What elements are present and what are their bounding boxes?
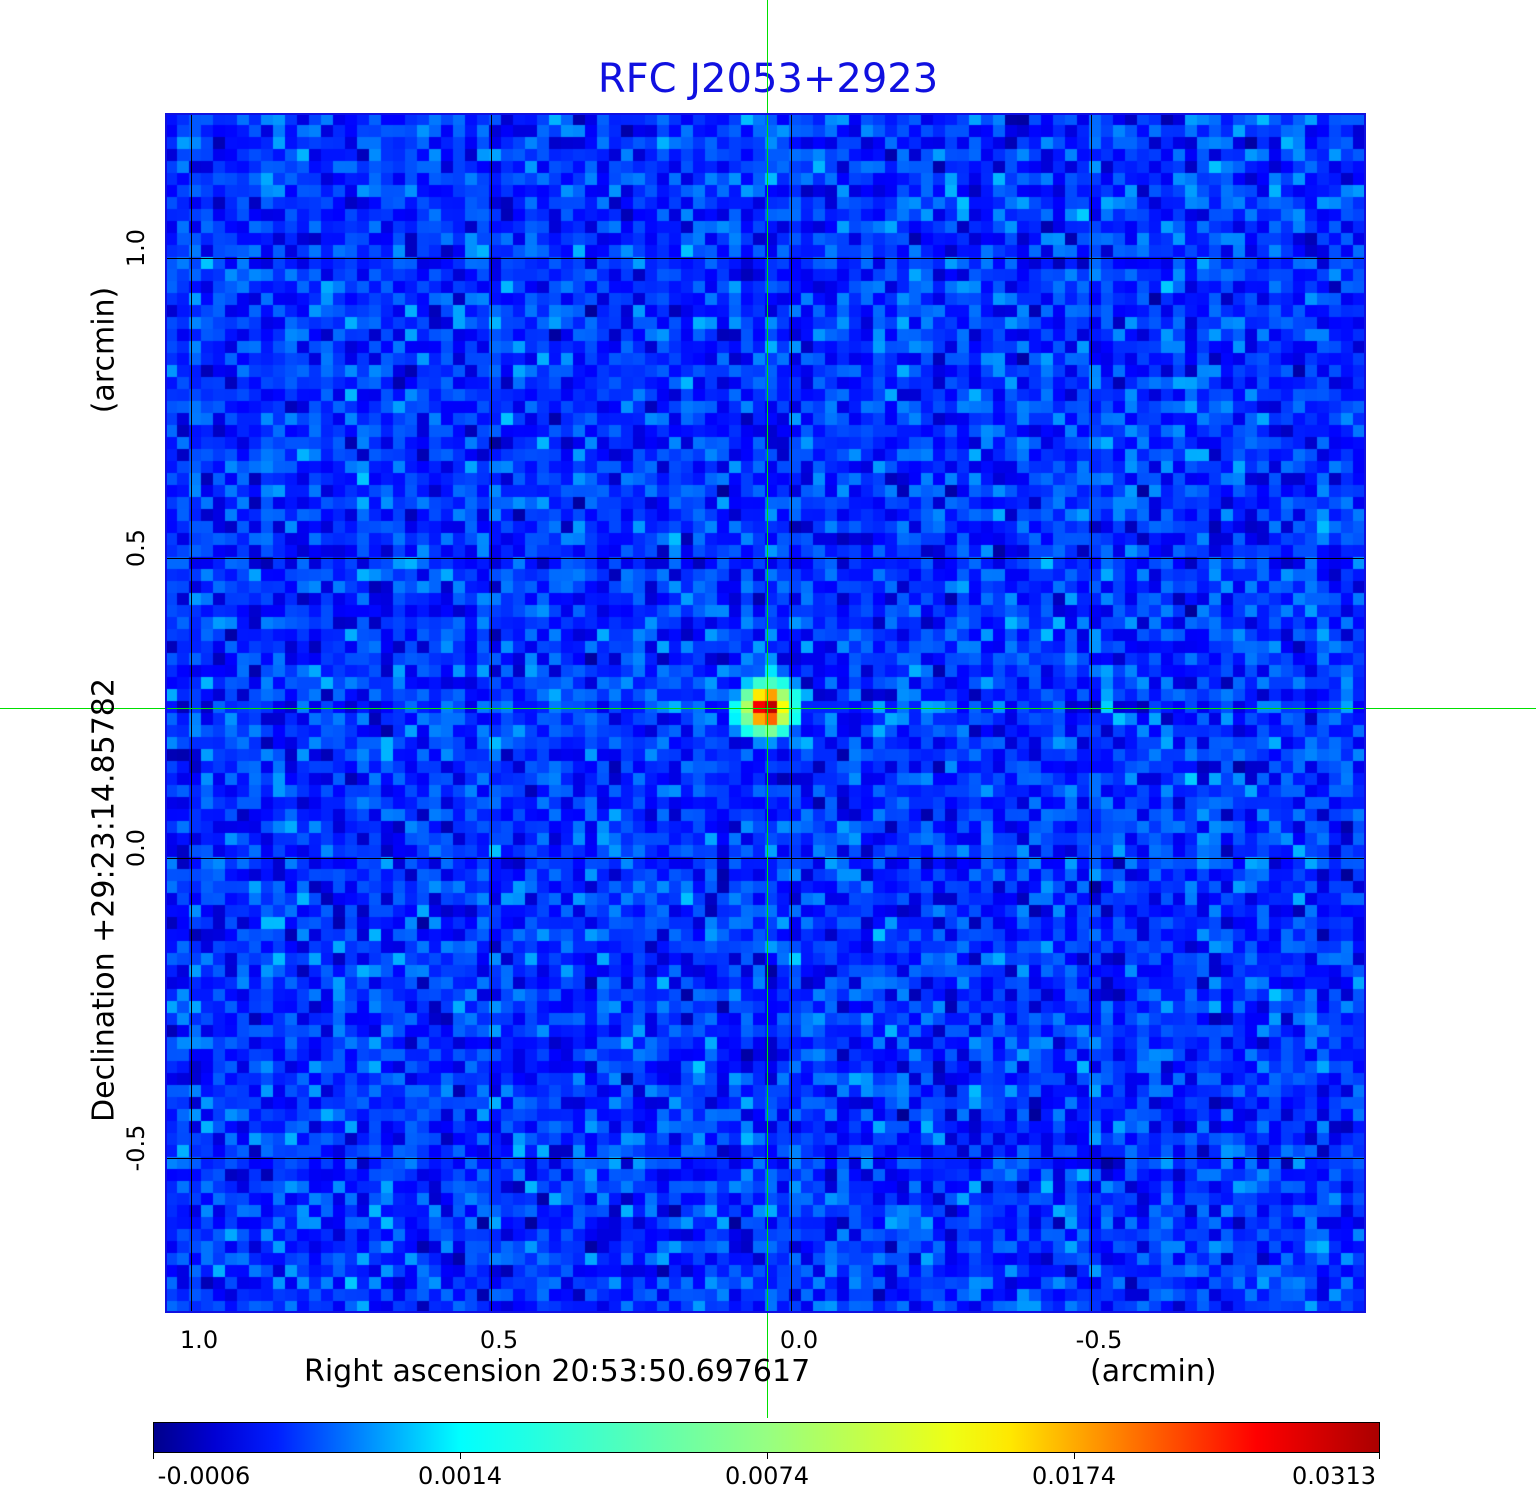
y-tick-label: 0.5 (122, 528, 150, 568)
sky-image-heatmap (165, 113, 1366, 1313)
y-axis-label: Declination +29:23:14.85782 (86, 678, 122, 1122)
y-tick-label: -0.5 (122, 1124, 150, 1172)
colorbar-tick (1379, 1453, 1380, 1459)
x-axis-unit: (arcmin) (1090, 1354, 1217, 1389)
colorbar-tick (153, 1453, 154, 1459)
colorbar-tick-label: 0.0014 (418, 1462, 502, 1490)
x-tick-label: 1.0 (179, 1326, 219, 1354)
x-axis-label: Right ascension 20:53:50.697617 (304, 1354, 811, 1389)
colorbar-tick (767, 1453, 768, 1459)
y-tick-label: 1.0 (122, 228, 150, 268)
x-tick-label: 0.5 (479, 1326, 519, 1354)
colorbar-tick-label: -0.0006 (157, 1462, 251, 1490)
colorbar-tick-label: 0.0174 (1032, 1462, 1116, 1490)
colorbar-tick (460, 1453, 461, 1459)
colorbar-tick-label: 0.0074 (725, 1462, 809, 1490)
y-axis-unit: (arcmin) (86, 286, 122, 414)
colorbar-tick-label: 0.0313 (1292, 1462, 1376, 1490)
colorbar (153, 1422, 1380, 1453)
y-tick-label: 0.0 (122, 828, 150, 868)
colorbar-tick (1074, 1453, 1075, 1459)
x-tick-label: -0.5 (1075, 1326, 1123, 1354)
x-tick-label: 0.0 (779, 1326, 819, 1354)
plot-frame (165, 113, 1366, 1313)
